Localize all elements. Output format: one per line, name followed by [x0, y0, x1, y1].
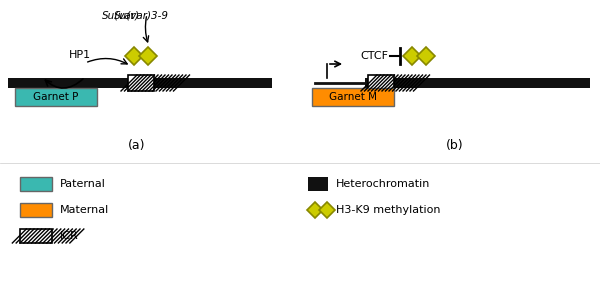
Text: Garnet M: Garnet M	[329, 92, 377, 102]
Polygon shape	[307, 202, 323, 218]
Text: Garnet P: Garnet P	[34, 92, 79, 102]
FancyBboxPatch shape	[365, 78, 590, 88]
Text: Paternal: Paternal	[60, 179, 106, 189]
Bar	[20, 203, 52, 217]
Bar	[368, 75, 394, 91]
Text: (a): (a)	[128, 139, 146, 151]
Polygon shape	[403, 47, 421, 65]
Text: Su(var)3-9: Su(var)3-9	[85, 10, 140, 20]
Bar	[128, 75, 154, 91]
Bar	[15, 88, 97, 106]
Bar	[312, 88, 394, 106]
Text: Su(var): Su(var)	[102, 10, 140, 20]
Polygon shape	[319, 202, 335, 218]
Bar	[20, 177, 52, 191]
Bar	[308, 177, 328, 191]
Text: H3-K9 methylation: H3-K9 methylation	[336, 205, 440, 215]
FancyBboxPatch shape	[8, 78, 272, 88]
Text: Su(var)3-9: Su(var)3-9	[113, 10, 169, 20]
Text: CTCF: CTCF	[360, 51, 388, 61]
Text: (b): (b)	[446, 139, 464, 151]
Text: HP1: HP1	[69, 50, 91, 60]
Text: Maternal: Maternal	[60, 205, 109, 215]
Polygon shape	[139, 47, 157, 65]
Bar	[20, 229, 52, 243]
Text: ICR: ICR	[60, 231, 79, 241]
Polygon shape	[417, 47, 435, 65]
Text: Heterochromatin: Heterochromatin	[336, 179, 430, 189]
Polygon shape	[125, 47, 143, 65]
